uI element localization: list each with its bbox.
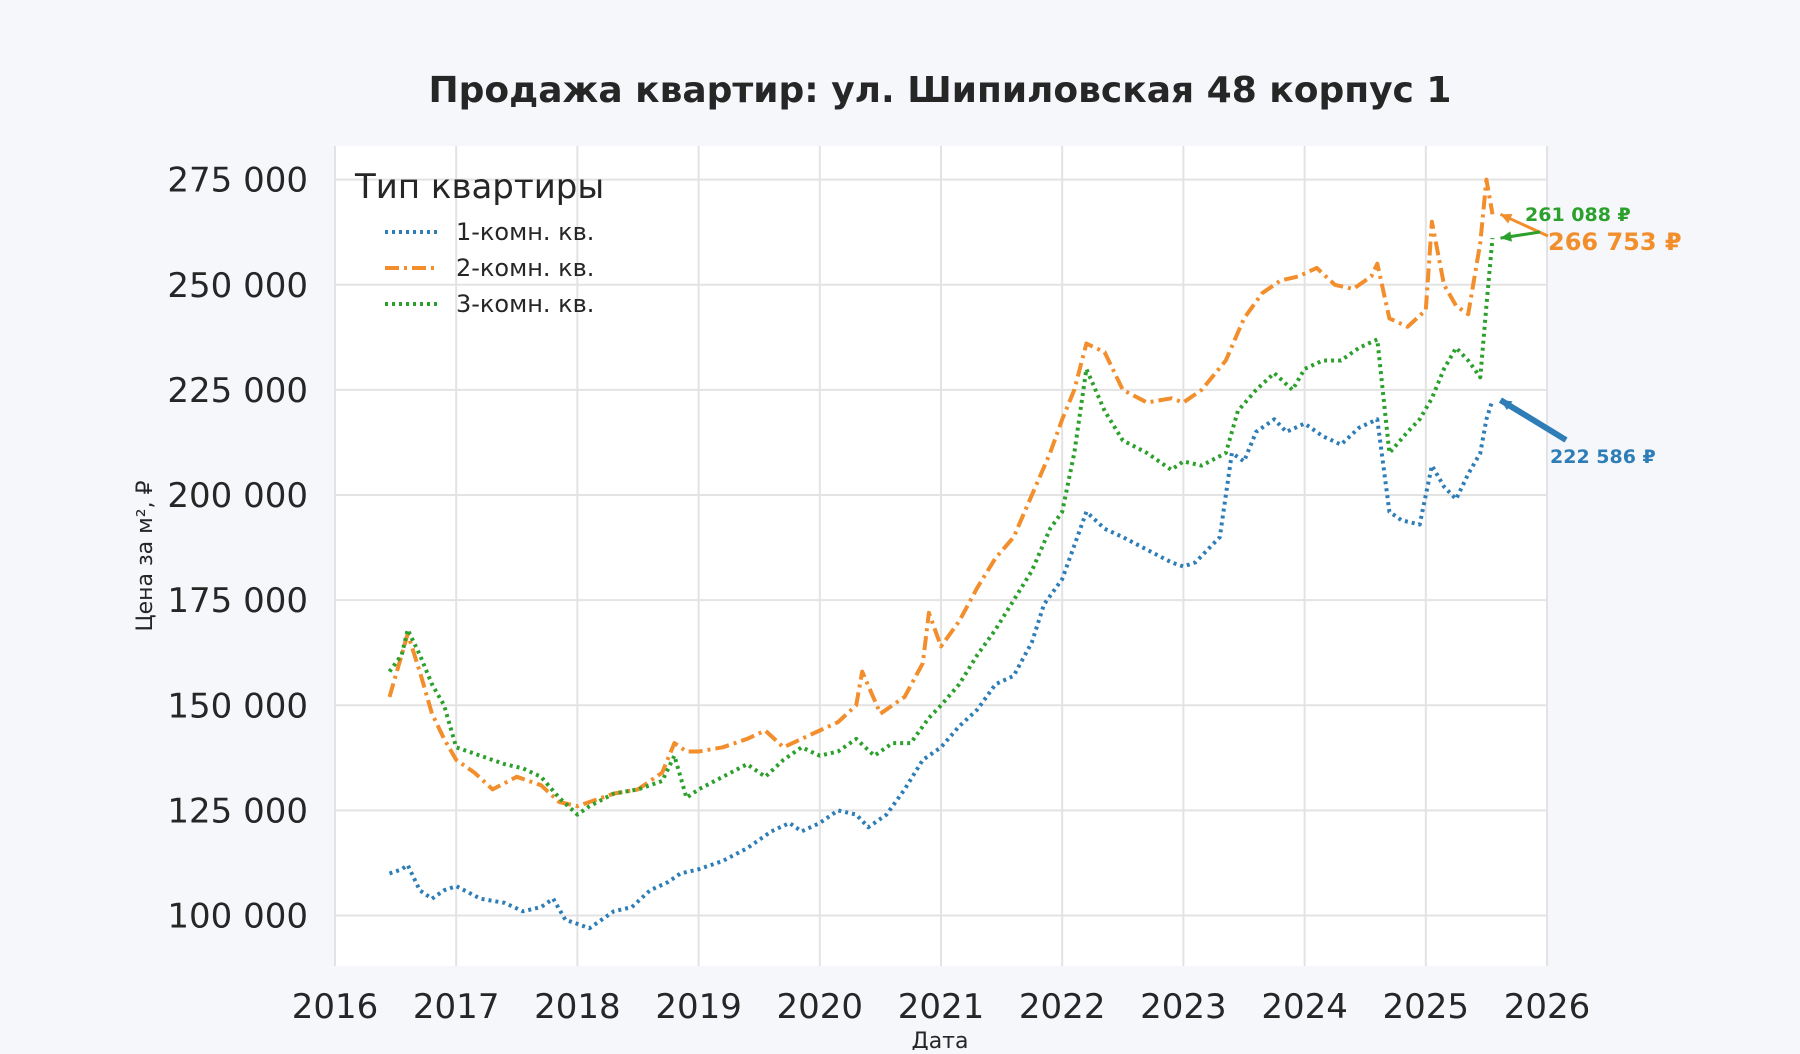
y-tick-label: 250 000 — [167, 266, 308, 306]
y-tick-label: 175 000 — [167, 581, 308, 621]
y-tick-label: 100 000 — [167, 897, 308, 937]
annotation-label-2: 266 753 ₽ — [1548, 228, 1682, 256]
y-tick-label: 225 000 — [167, 371, 308, 411]
y-tick-label: 125 000 — [167, 791, 308, 831]
x-tick-label: 2019 — [655, 987, 742, 1027]
axes: 2016 2017 2018 2019 2020 2021 2022 2023 2024 2025… — [167, 161, 1590, 1027]
annotation-arrowhead-3 — [1500, 231, 1512, 242]
annotation-arrowhead-1 — [1500, 400, 1513, 411]
x-tick-label: 2017 — [413, 987, 500, 1027]
annotation-arrow-1 — [1498, 397, 1568, 443]
series-line-2 — [387, 177, 1495, 809]
grid — [334, 146, 1548, 966]
x-tick-label: 2021 — [898, 987, 985, 1027]
legend-label-3: 3-комн. кв. — [456, 290, 594, 318]
legend-label-1: 1-комн. кв. — [456, 218, 594, 246]
x-tick-label: 2022 — [1019, 987, 1106, 1027]
legend-title: Тип квартиры — [354, 167, 604, 207]
x-tick-label: 2020 — [777, 987, 864, 1027]
y-tick-label: 200 000 — [167, 476, 308, 516]
y-tick-label: 275 000 — [167, 161, 308, 201]
y-tick-label: 150 000 — [167, 686, 308, 726]
x-tick-label: 2023 — [1140, 987, 1227, 1027]
series-line-3 — [387, 237, 1495, 817]
x-tick-label: 2024 — [1261, 987, 1348, 1027]
annotation-label-1: 222 586 ₽ — [1550, 446, 1656, 468]
x-tick-label: 2018 — [534, 987, 621, 1027]
series-layer — [387, 177, 1495, 931]
y-axis-label: Цена за м², ₽ — [133, 480, 158, 631]
x-tick-label: 2016 — [292, 987, 379, 1027]
annotations: 222 586 ₽ 266 753 ₽261 088 ₽ — [1498, 204, 1682, 468]
x-axis-label: Дата — [912, 1029, 969, 1050]
legend: Тип квартиры 1-комн. кв. 2-комн. кв. 3-ком… — [354, 167, 604, 318]
series-line-1 — [388, 399, 1495, 931]
legend-label-2: 2-комн. кв. — [456, 254, 594, 282]
chart-title: Продажа квартир: ул. Шипиловская 48 корп… — [429, 70, 1452, 111]
x-tick-label: 2026 — [1504, 987, 1591, 1027]
x-tick-label: 2025 — [1383, 987, 1470, 1027]
annotation-label-3: 261 088 ₽ — [1525, 204, 1631, 226]
annotation-arrowhead-2 — [1500, 214, 1513, 224]
